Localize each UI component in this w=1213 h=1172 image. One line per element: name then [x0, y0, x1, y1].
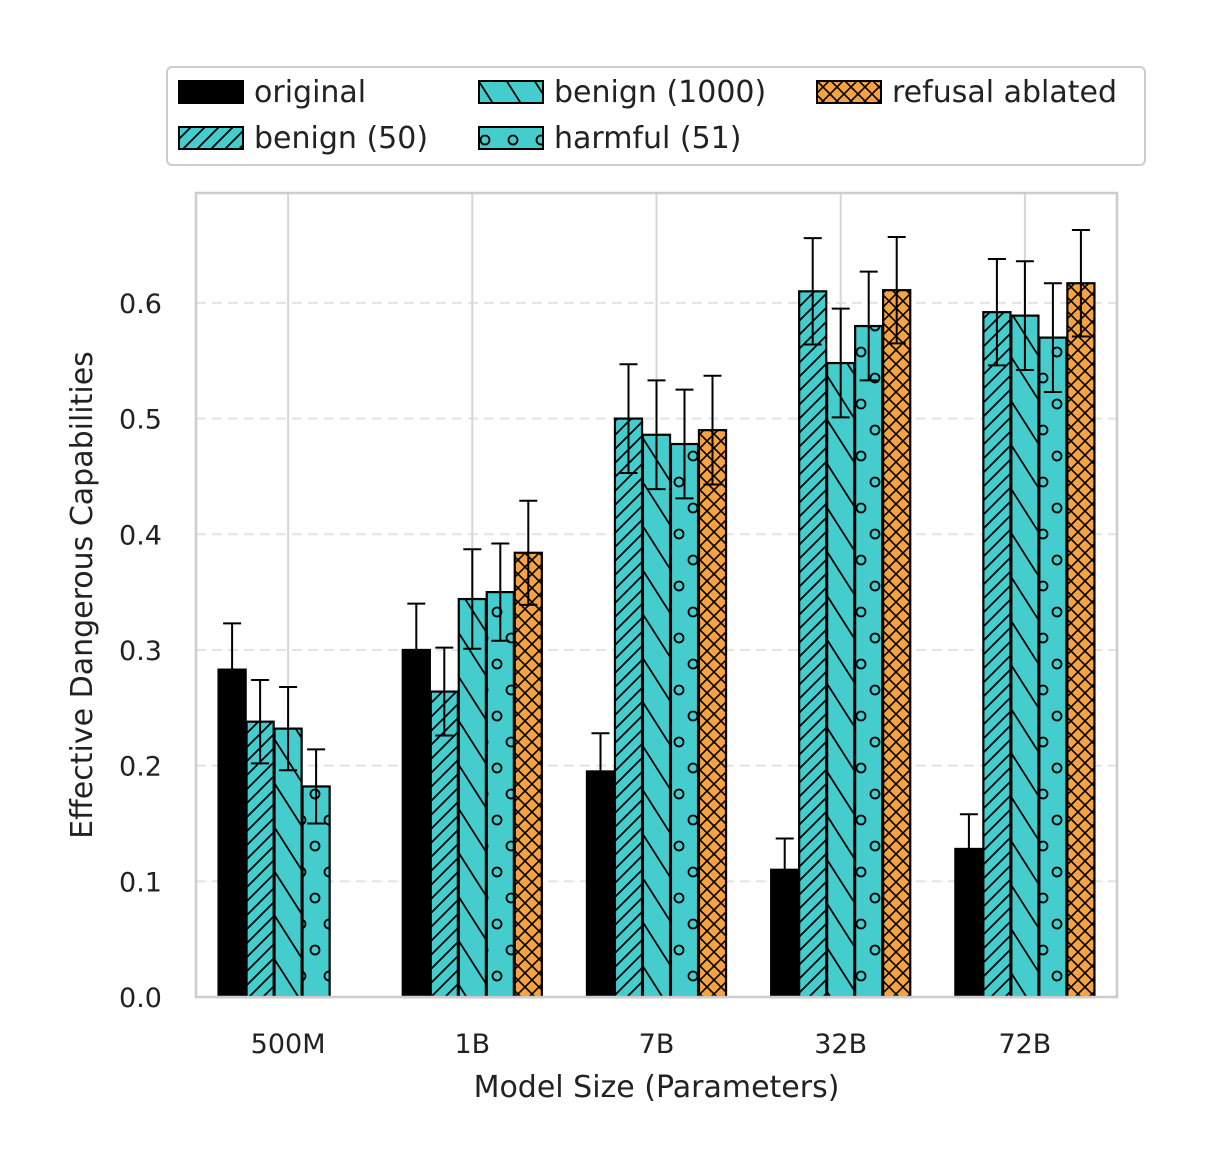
- y-tick-label: 0.1: [119, 867, 162, 898]
- legend-label: harmful (51): [554, 120, 742, 156]
- error-bar-benign-1000-32b: [831, 307, 850, 419]
- legend-label: benign (1000): [554, 74, 767, 110]
- legend: original benign (50) benign (1000) harmful …: [166, 66, 1146, 166]
- error-bar-original-500m: [223, 622, 242, 717]
- error-bar-harmful-51-32b: [859, 270, 878, 382]
- legend-swatch-refusal-ablated: [816, 80, 882, 104]
- error-bar-original-32b: [775, 837, 794, 902]
- error-bar-refusal-ablated-7b: [703, 374, 722, 486]
- bar-refusal-ablated-72b: [1066, 282, 1096, 999]
- legend-swatch-original: [178, 80, 244, 104]
- y-axis-label: Effective Dangerous Capabilities: [65, 351, 100, 839]
- bar-benign-50-500m: [245, 720, 275, 999]
- x-tick-label-1b: 1B: [454, 1029, 490, 1060]
- bar-harmful-51-1b: [485, 591, 515, 999]
- bar-benign-50-72b: [982, 311, 1012, 999]
- y-tick-label: 0.2: [119, 752, 162, 783]
- legend-label: refusal ablated: [892, 74, 1117, 110]
- legend-label: original: [254, 74, 367, 110]
- error-bar-benign-1000-500m: [279, 685, 298, 772]
- error-bar-harmful-51-1b: [491, 542, 510, 642]
- bar-benign-50-1b: [429, 690, 459, 999]
- bar-benign-50-32b: [798, 290, 828, 999]
- plot-frame: [194, 191, 1119, 999]
- error-bar-original-7b: [591, 732, 610, 811]
- error-bar-benign-50-500m: [251, 679, 270, 765]
- x-tick-label-32b: 32B: [814, 1029, 867, 1060]
- y-tick-label: 0.4: [119, 520, 162, 551]
- error-bar-original-72b: [959, 813, 978, 885]
- bar-benign-1000-32b: [826, 361, 856, 999]
- y-tick-label: 0.5: [119, 405, 162, 436]
- bar-harmful-51-72b: [1038, 336, 1068, 999]
- legend-entry-benign-1000: benign (1000): [478, 74, 767, 110]
- bar-benign-1000-72b: [1010, 314, 1040, 999]
- bar-benign-50-7b: [613, 417, 644, 999]
- legend-swatch-benign-50: [178, 126, 244, 150]
- error-bar-benign-1000-7b: [647, 379, 666, 491]
- error-bar-refusal-ablated-1b: [519, 499, 538, 606]
- bars: [217, 282, 1096, 999]
- legend-entry-benign-50: benign (50): [178, 120, 429, 156]
- bar-original-500m: [217, 668, 247, 999]
- x-tick-label-500m: 500M: [251, 1029, 326, 1060]
- error-bar-benign-50-1b: [435, 646, 454, 737]
- bar-refusal-ablated-1b: [513, 551, 543, 999]
- y-tick-label: 0.0: [119, 983, 162, 1014]
- error-bar-benign-1000-1b: [463, 548, 482, 650]
- x-tick-label-72b: 72B: [998, 1029, 1051, 1060]
- legend-entry-harmful-51: harmful (51): [478, 120, 742, 156]
- x-tick-label-7b: 7B: [639, 1029, 675, 1060]
- error-bar-benign-50-32b: [803, 237, 822, 346]
- y-tick-label: 0.3: [119, 636, 162, 667]
- bar-original-1b: [401, 648, 431, 999]
- error-bar-benign-1000-72b: [1015, 260, 1034, 371]
- bar-refusal-ablated-32b: [882, 289, 912, 999]
- error-bar-harmful-51-72b: [1043, 282, 1062, 393]
- bar-benign-1000-1b: [457, 597, 487, 999]
- legend-label: benign (50): [254, 120, 429, 156]
- legend-swatch-benign-1000: [478, 80, 544, 104]
- error-bars: [223, 229, 1090, 902]
- x-axis-label: Model Size (Parameters): [474, 1070, 840, 1105]
- error-bar-refusal-ablated-32b: [887, 235, 906, 345]
- bar-refusal-ablated-7b: [697, 429, 728, 999]
- y-tick-label: 0.6: [119, 289, 162, 320]
- bar-harmful-51-7b: [669, 442, 700, 999]
- legend-entry-refusal-ablated: refusal ablated: [816, 74, 1117, 110]
- error-bar-original-1b: [407, 602, 426, 698]
- error-bar-benign-50-7b: [619, 363, 638, 474]
- tick-labels: 0.0 0.1 0.2 0.3 0.4 0.5 0.6 500M 1B 7B 32B 72B: [119, 289, 1051, 1060]
- error-bar-harmful-51-7b: [675, 388, 694, 500]
- legend-entry-original: original: [178, 74, 367, 110]
- error-bar-harmful-51-500m: [307, 748, 326, 825]
- bar-harmful-51-32b: [854, 324, 884, 999]
- error-bar-refusal-ablated-72b: [1071, 229, 1090, 338]
- bar-benign-1000-7b: [641, 433, 672, 999]
- error-bar-benign-50-72b: [987, 257, 1006, 367]
- bar-benign-1000-500m: [273, 727, 303, 999]
- legend-swatch-harmful-51: [478, 126, 544, 150]
